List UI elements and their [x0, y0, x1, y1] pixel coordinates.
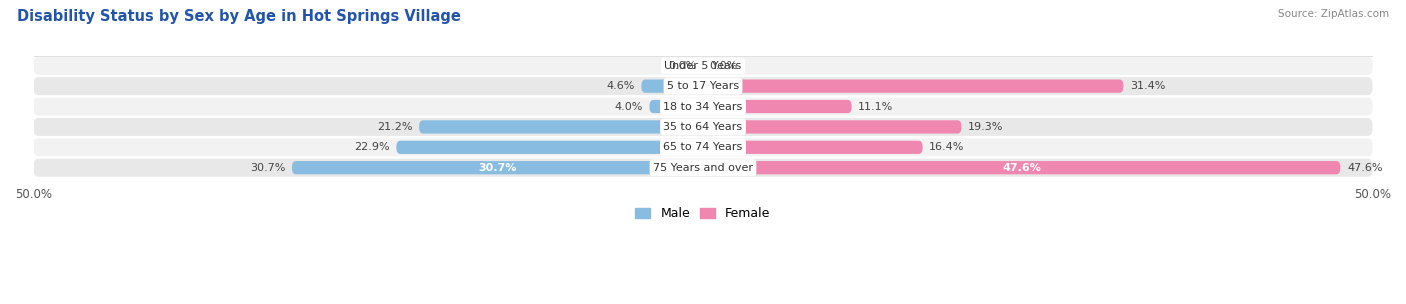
- Text: 19.3%: 19.3%: [969, 122, 1004, 132]
- Text: 5 to 17 Years: 5 to 17 Years: [666, 81, 740, 91]
- FancyBboxPatch shape: [34, 57, 1372, 75]
- FancyBboxPatch shape: [292, 161, 703, 174]
- Text: Under 5 Years: Under 5 Years: [665, 61, 741, 71]
- FancyBboxPatch shape: [34, 138, 1372, 156]
- Text: 30.7%: 30.7%: [478, 163, 516, 173]
- FancyBboxPatch shape: [703, 141, 922, 154]
- Text: Disability Status by Sex by Age in Hot Springs Village: Disability Status by Sex by Age in Hot S…: [17, 9, 461, 24]
- Text: 21.2%: 21.2%: [377, 122, 412, 132]
- FancyBboxPatch shape: [396, 141, 703, 154]
- Text: Source: ZipAtlas.com: Source: ZipAtlas.com: [1278, 9, 1389, 19]
- Text: 31.4%: 31.4%: [1130, 81, 1166, 91]
- Text: 0.0%: 0.0%: [668, 61, 696, 71]
- Text: 22.9%: 22.9%: [354, 142, 389, 152]
- FancyBboxPatch shape: [697, 59, 703, 72]
- FancyBboxPatch shape: [650, 100, 703, 113]
- Text: 65 to 74 Years: 65 to 74 Years: [664, 142, 742, 152]
- Text: 18 to 34 Years: 18 to 34 Years: [664, 102, 742, 112]
- Text: 16.4%: 16.4%: [929, 142, 965, 152]
- Text: 30.7%: 30.7%: [250, 163, 285, 173]
- Text: 35 to 64 Years: 35 to 64 Years: [664, 122, 742, 132]
- FancyBboxPatch shape: [641, 80, 703, 93]
- Text: 0.0%: 0.0%: [710, 61, 738, 71]
- FancyBboxPatch shape: [34, 118, 1372, 136]
- FancyBboxPatch shape: [703, 80, 1123, 93]
- Text: 47.6%: 47.6%: [1347, 163, 1382, 173]
- Text: 47.6%: 47.6%: [1002, 163, 1040, 173]
- FancyBboxPatch shape: [34, 159, 1372, 177]
- FancyBboxPatch shape: [703, 59, 709, 72]
- FancyBboxPatch shape: [34, 98, 1372, 116]
- FancyBboxPatch shape: [703, 100, 852, 113]
- FancyBboxPatch shape: [419, 120, 703, 133]
- FancyBboxPatch shape: [703, 161, 1340, 174]
- Text: 75 Years and over: 75 Years and over: [652, 163, 754, 173]
- Legend: Male, Female: Male, Female: [630, 202, 776, 225]
- Text: 4.0%: 4.0%: [614, 102, 643, 112]
- FancyBboxPatch shape: [703, 120, 962, 133]
- Text: 4.6%: 4.6%: [606, 81, 634, 91]
- Text: 11.1%: 11.1%: [858, 102, 894, 112]
- FancyBboxPatch shape: [34, 77, 1372, 95]
